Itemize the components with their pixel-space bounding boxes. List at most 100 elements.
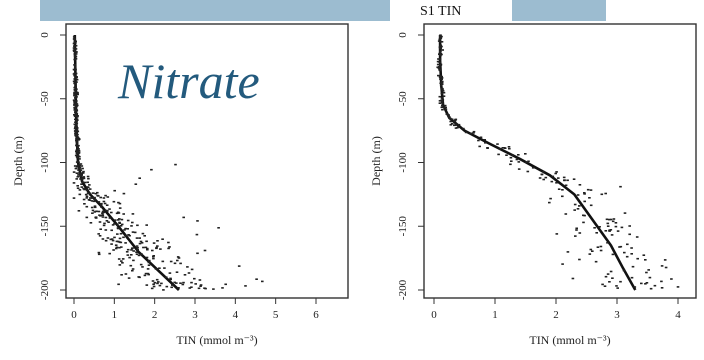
obs-point-nitrate [115, 247, 118, 250]
obs-point-nitrate [74, 154, 78, 157]
obs-point-nitrate [75, 116, 79, 118]
obs-point-nitrate [118, 221, 121, 224]
obs-point-nitrate [73, 54, 77, 56]
obs-point-nitrate [195, 233, 199, 236]
obs-point-nitrate [176, 259, 179, 262]
obs-point-nitrate [128, 256, 131, 259]
y-tick-label-nitrate-150: -150 [39, 216, 51, 237]
obs-point-s1 [611, 220, 615, 223]
obs-point-nitrate [86, 186, 89, 188]
obs-point-s1 [438, 38, 441, 41]
obs-point-nitrate [114, 219, 117, 221]
obs-point-s1 [555, 233, 559, 235]
obs-point-nitrate [73, 53, 77, 55]
obs-point-nitrate [76, 119, 79, 121]
obs-point-nitrate [73, 92, 77, 95]
profile-line-s1 [438, 35, 637, 291]
obs-point-s1 [557, 177, 560, 179]
x-tick-label-s1-4: 4 [675, 309, 681, 321]
obs-point-nitrate [102, 197, 106, 199]
obs-point-nitrate [158, 284, 162, 287]
obs-point-nitrate [75, 112, 79, 115]
obs-point-nitrate [119, 241, 123, 244]
obs-point-s1 [586, 188, 590, 191]
obs-point-nitrate [74, 121, 77, 123]
obs-point-s1 [573, 203, 577, 206]
obs-point-nitrate [136, 224, 139, 227]
obs-point-nitrate [85, 188, 88, 191]
obs-point-nitrate [75, 51, 78, 53]
obs-point-s1 [441, 102, 444, 105]
obs-point-nitrate [108, 252, 111, 255]
obs-point-nitrate [74, 133, 77, 135]
obs-point-nitrate [78, 158, 81, 160]
obs-point-nitrate [121, 258, 125, 260]
obs-point-nitrate [140, 242, 144, 244]
obs-point-s1 [540, 173, 544, 176]
obs-point-nitrate [74, 48, 78, 50]
obs-point-nitrate [176, 256, 180, 258]
obs-point-s1 [571, 277, 575, 280]
obs-point-nitrate [179, 262, 182, 265]
obs-point-nitrate [74, 134, 77, 137]
obs-point-nitrate [179, 282, 182, 284]
x-tick-label-s1-2: 2 [553, 309, 559, 321]
obs-point-s1 [447, 114, 450, 116]
obs-point-s1 [647, 269, 650, 271]
obs-point-nitrate [108, 208, 111, 210]
obs-point-s1 [561, 195, 564, 198]
obs-point-nitrate [129, 264, 133, 267]
obs-point-s1 [448, 117, 452, 120]
obs-point-s1 [438, 58, 442, 61]
obs-point-nitrate [85, 205, 89, 208]
obs-point-nitrate [161, 238, 164, 240]
obs-point-nitrate [82, 170, 85, 173]
obs-point-s1 [498, 148, 502, 150]
obs-point-s1 [517, 168, 521, 170]
obs-point-nitrate [80, 174, 83, 176]
obs-point-nitrate [124, 227, 127, 230]
obs-point-s1 [526, 170, 530, 173]
obs-point-s1 [611, 277, 614, 279]
obs-point-s1 [511, 154, 514, 156]
obs-point-s1 [603, 285, 607, 287]
obs-point-nitrate [74, 83, 77, 85]
obs-point-s1 [622, 269, 626, 272]
obs-point-s1 [442, 106, 446, 109]
obs-point-nitrate [100, 202, 103, 205]
obs-point-nitrate [77, 144, 80, 147]
obs-point-nitrate [196, 220, 199, 222]
obs-point-nitrate [153, 281, 157, 284]
obs-point-nitrate [111, 239, 115, 242]
obs-point-nitrate [76, 133, 79, 136]
obs-point-nitrate [116, 211, 120, 214]
obs-point-nitrate [152, 283, 155, 286]
obs-point-s1 [505, 154, 508, 156]
obs-point-nitrate [144, 246, 148, 249]
obs-point-nitrate [124, 242, 127, 244]
obs-point-nitrate [73, 64, 77, 66]
obs-point-nitrate [98, 221, 102, 223]
obs-point-s1 [606, 273, 610, 275]
plot-frame-nitrate [65, 23, 349, 299]
obs-point-nitrate [83, 203, 86, 205]
obs-point-s1 [517, 154, 520, 156]
obs-point-nitrate [103, 202, 107, 205]
obs-point-nitrate [73, 65, 77, 68]
obs-point-nitrate [95, 210, 98, 213]
obs-point-nitrate [73, 78, 76, 80]
obs-point-nitrate [111, 224, 115, 226]
obs-point-nitrate [82, 187, 85, 190]
obs-point-nitrate [74, 102, 78, 105]
obs-point-s1 [628, 225, 631, 227]
obs-point-s1 [527, 160, 530, 163]
obs-point-nitrate [73, 81, 77, 84]
obs-point-s1 [630, 253, 633, 255]
x-tick-label-s1-3: 3 [614, 309, 620, 321]
obs-point-nitrate [165, 285, 169, 288]
obs-point-s1 [591, 250, 594, 252]
obs-point-nitrate [98, 235, 102, 237]
obs-point-nitrate [76, 146, 79, 149]
obs-point-nitrate [94, 192, 98, 195]
obs-point-nitrate [74, 75, 77, 78]
